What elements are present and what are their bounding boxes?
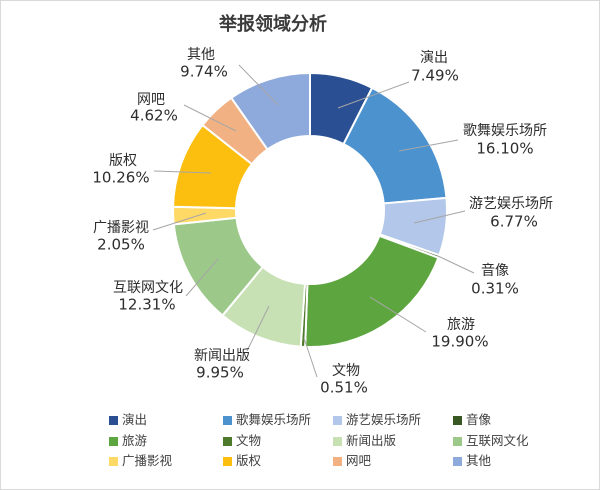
slice-label: 游艺娱乐场所	[469, 196, 553, 212]
leader-line	[369, 296, 427, 333]
legend-item: 互联网文化	[453, 433, 529, 448]
legend-item: 歌舞娱乐场所	[223, 412, 311, 427]
leader-lines	[152, 64, 475, 378]
legend-label: 歌舞娱乐场所	[236, 412, 311, 427]
donut-slices	[172, 72, 448, 348]
leader-line	[238, 64, 279, 106]
slice-pct: 4.62%	[130, 107, 178, 125]
slice-pct: 12.31%	[118, 296, 175, 314]
leader-line	[398, 139, 459, 152]
legend-swatch	[333, 437, 342, 446]
legend-label: 其他	[466, 453, 492, 468]
chart-title: 举报领域分析	[218, 13, 327, 35]
leader-line	[246, 305, 270, 352]
legend-item: 网吧	[333, 453, 372, 468]
legend-swatch	[223, 437, 232, 446]
slice-label: 音像	[481, 262, 509, 279]
slice-pct: 0.51%	[320, 379, 368, 397]
slice-pct: 16.10%	[476, 140, 533, 158]
slice-pct: 9.95%	[196, 364, 244, 382]
leader-line	[183, 104, 237, 132]
legend-swatch	[109, 457, 118, 466]
donut-slice	[230, 72, 311, 151]
legend-item: 音像	[453, 412, 492, 427]
legend-item: 演出	[109, 412, 147, 427]
legend-label: 广播影视	[122, 453, 173, 468]
slice-label: 网吧	[137, 92, 165, 108]
slice-pct: 7.49%	[411, 67, 459, 85]
slice-pct: 10.26%	[92, 169, 149, 187]
legend-item: 游艺娱乐场所	[333, 412, 421, 427]
legend-item: 旅游	[109, 433, 148, 448]
slice-label: 其他	[187, 47, 215, 63]
leader-line	[153, 170, 212, 174]
slice-label: 歌舞娱乐场所	[463, 123, 547, 139]
legend-swatch	[109, 437, 118, 446]
legend-label: 文物	[236, 433, 261, 448]
legend-label: 游艺娱乐场所	[346, 412, 421, 427]
legend-item: 版权	[223, 453, 262, 468]
legend-swatch	[453, 457, 462, 466]
legend-swatch	[453, 437, 462, 446]
legend-swatch	[453, 416, 462, 425]
leader-line	[303, 337, 318, 378]
legend-label: 旅游	[122, 433, 148, 448]
leader-line	[185, 258, 219, 297]
legend-item: 文物	[223, 433, 261, 448]
slice-pct: 0.31%	[471, 280, 519, 298]
legend-label: 音像	[466, 412, 492, 427]
slice-label: 演出	[420, 50, 448, 66]
slice-labels: 演出7.49%歌舞娱乐场所16.10%游艺娱乐场所6.77%音像0.31%旅游1…	[92, 47, 553, 397]
slice-label: 广播影视	[93, 220, 149, 236]
legend-label: 网吧	[346, 453, 372, 468]
legend-label: 版权	[236, 453, 262, 468]
legend-item: 新闻出版	[333, 433, 397, 448]
legend-item: 广播影视	[109, 453, 173, 468]
legend-swatch	[109, 416, 118, 425]
slice-label: 旅游	[447, 317, 475, 333]
slice-label: 文物	[332, 363, 360, 379]
slice-pct: 6.77%	[490, 213, 538, 231]
slice-label: 新闻出版	[194, 348, 250, 364]
legend-swatch	[223, 416, 232, 425]
legend-swatch	[223, 457, 232, 466]
slice-label: 互联网文化	[113, 280, 183, 296]
legend-swatch	[333, 457, 342, 466]
leader-line	[337, 81, 410, 109]
donut-slice	[304, 234, 440, 348]
slice-pct: 19.90%	[431, 333, 488, 351]
slice-label: 版权	[109, 153, 137, 169]
legend-swatch	[333, 416, 342, 425]
legend-label: 互联网文化	[466, 433, 529, 448]
leader-line	[152, 212, 207, 231]
slice-pct: 2.05%	[97, 236, 145, 254]
leader-line	[437, 255, 475, 274]
slice-pct: 9.74%	[180, 63, 228, 81]
leader-line	[413, 210, 466, 224]
legend-item: 其他	[453, 453, 492, 468]
legend-label: 演出	[122, 412, 147, 427]
legend-label: 新闻出版	[346, 433, 397, 448]
